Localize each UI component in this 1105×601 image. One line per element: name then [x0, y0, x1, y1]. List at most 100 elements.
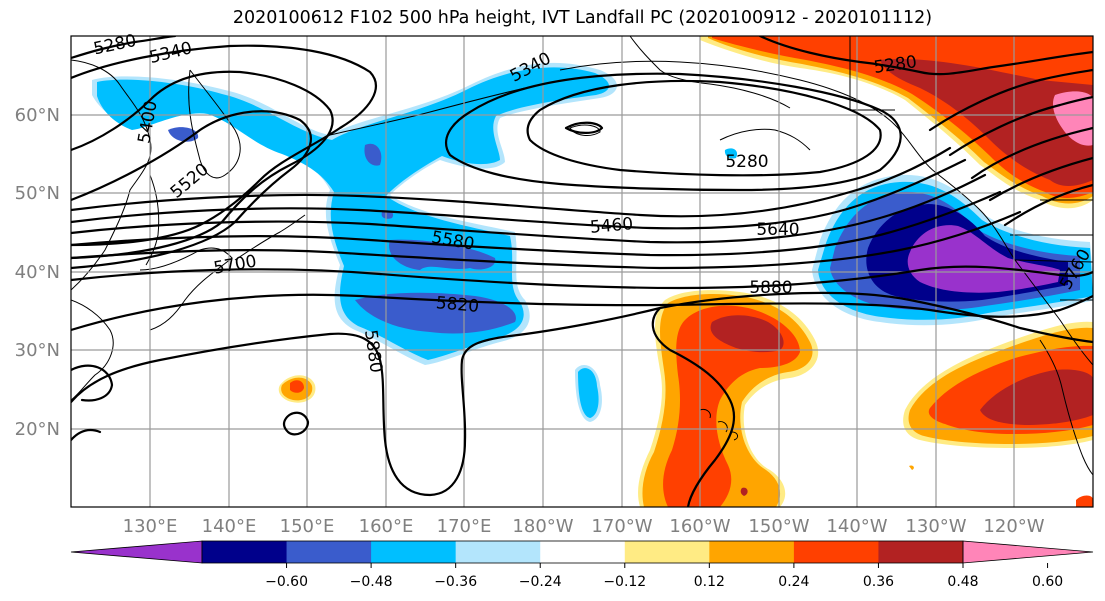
colorbar-box	[202, 541, 288, 563]
colorbar-tick-label: 0.24	[778, 574, 809, 590]
colorbar-tick-label: 0.48	[947, 574, 978, 590]
lon-label-170w: 170°W	[591, 516, 652, 537]
colorbar-extend-high	[962, 540, 1094, 564]
colorbar-tick-label: 0.36	[863, 574, 894, 590]
lon-label-140e: 140°E	[202, 516, 257, 537]
contour-5400	[71, 70, 334, 260]
lon-label-140w: 140°W	[826, 516, 887, 537]
colorbar-ticks: −0.60 −0.48 −0.36 −0.24 −0.12 0.12 0.24 0.36 0.4…	[265, 563, 1063, 590]
colorbar-box	[286, 541, 372, 563]
contour-label-5880-east: 5880	[749, 278, 792, 298]
coast-korea-china	[71, 299, 114, 401]
lon-label-170e: 170°E	[437, 516, 492, 537]
lon-label-130e: 130°E	[123, 516, 178, 537]
contour-5700-main	[71, 210, 1022, 270]
map-title: 2020100612 F102 500 hPa height, IVT Land…	[232, 8, 933, 28]
contour-5460-main	[71, 146, 952, 218]
lat-label-60n: 60°N	[15, 105, 60, 126]
contour-ne-3	[970, 126, 1093, 180]
coast-aleutians	[329, 87, 526, 136]
colorbar-box	[540, 541, 626, 563]
negative-ivt-royal-west-c	[389, 239, 496, 270]
coast-alaska	[559, 60, 1093, 366]
lat-label-20n: 20°N	[15, 419, 60, 440]
positive-ivt-small-se	[1076, 495, 1093, 507]
colorbar-tick-label: −0.36	[434, 574, 477, 590]
colorbar-box	[371, 541, 457, 563]
colorbar-tick-label: −0.48	[350, 574, 393, 590]
colorbar-extend-low	[70, 540, 203, 564]
contour-5520-main	[71, 158, 967, 230]
lon-label-120w: 120°W	[983, 516, 1044, 537]
colorbar	[70, 540, 1094, 564]
lon-label-150w: 150°W	[748, 516, 809, 537]
contour-5340-nw	[71, 44, 377, 247]
lat-label-40n: 40°N	[15, 262, 60, 283]
contour-closed-hi	[282, 411, 310, 436]
contour-5820-main	[71, 293, 1093, 332]
contour-inner-ring	[564, 121, 604, 134]
contour-5880-main	[71, 291, 1093, 497]
colorbar-tick-label: 0.12	[694, 574, 725, 590]
contour-ne-2	[948, 95, 1093, 157]
colorbar-outline	[201, 540, 964, 564]
contour-ne-5	[1003, 183, 1093, 227]
coast-wake	[569, 124, 601, 136]
negative-ivt-sky-midpac	[578, 368, 599, 418]
contour-5880-trough	[651, 306, 735, 507]
coast-gulf-alaska	[719, 128, 811, 151]
height-contours	[71, 36, 1093, 507]
contour-5340-alaska	[444, 72, 902, 192]
contour-5280-nw	[71, 36, 177, 60]
lat-label-30n: 30°N	[15, 340, 60, 361]
colorbar-tick-label: 0.60	[1032, 574, 1063, 590]
coast-hawaii	[699, 409, 739, 441]
latitude-labels: 60°N 50°N 40°N 30°N 20°N	[15, 105, 60, 440]
lon-label-160e: 160°E	[359, 516, 414, 537]
contour-label-5640: 5640	[756, 220, 799, 240]
contour-alaska-low	[526, 79, 882, 177]
colorbar-tick-label: −0.24	[519, 574, 562, 590]
contour-5760-main	[71, 265, 1093, 290]
coast-asia	[71, 59, 152, 291]
colorbar-box	[878, 541, 964, 563]
coast-japan	[139, 247, 233, 331]
negative-ivt-sky-west	[97, 67, 610, 361]
negative-ivt-purple-east	[907, 225, 1060, 293]
map-frame	[70, 35, 1094, 508]
positive-ivt-redorange-hi	[290, 380, 304, 393]
colorbar-box	[455, 541, 541, 563]
negative-ivt-royal-west-d	[355, 292, 516, 334]
negative-ivt-royal-west-b	[364, 143, 382, 166]
positive-ivt-small-dot	[909, 465, 914, 470]
lon-label-150e: 150°E	[280, 516, 335, 537]
contour-5580-main	[71, 173, 987, 244]
contour-label-5280-alaska: 5280	[725, 152, 768, 172]
contour-closed-west	[71, 364, 114, 402]
colorbar-box	[793, 541, 879, 563]
positive-ivt-redorange-c	[663, 305, 800, 507]
negative-ivt-pale-small-a	[724, 148, 738, 159]
colorbar-box	[709, 541, 795, 563]
lat-label-50n: 50°N	[15, 183, 60, 204]
contour-5640-main	[71, 190, 1002, 257]
longitude-labels: 130°E 140°E 150°E 160°E 170°E 180°W 170°…	[123, 516, 1045, 537]
colorbar-tick-label: −0.12	[603, 574, 646, 590]
contour-label-5460: 5460	[589, 214, 634, 238]
lon-label-160w: 160°W	[669, 516, 730, 537]
positive-ivt-firebrick-ne	[880, 59, 1093, 186]
contour-sw-a	[71, 429, 102, 442]
contour-5460-north	[71, 110, 312, 270]
positive-ivt-firebrick-c2	[740, 487, 748, 496]
contour-ne-4	[988, 156, 1093, 202]
colorbar-box	[624, 541, 710, 563]
contour-ne-1	[928, 68, 1093, 132]
colorbar-tick-label: −0.60	[265, 574, 308, 590]
lon-label-180w: 180°W	[512, 516, 573, 537]
positive-ivt-firebrick-c	[710, 315, 784, 353]
coast-states	[1010, 199, 1093, 301]
positive-ivt-firebrick-se	[980, 369, 1093, 425]
coast-kamchatka	[188, 69, 241, 179]
contour-label-5820: 5820	[435, 293, 480, 317]
